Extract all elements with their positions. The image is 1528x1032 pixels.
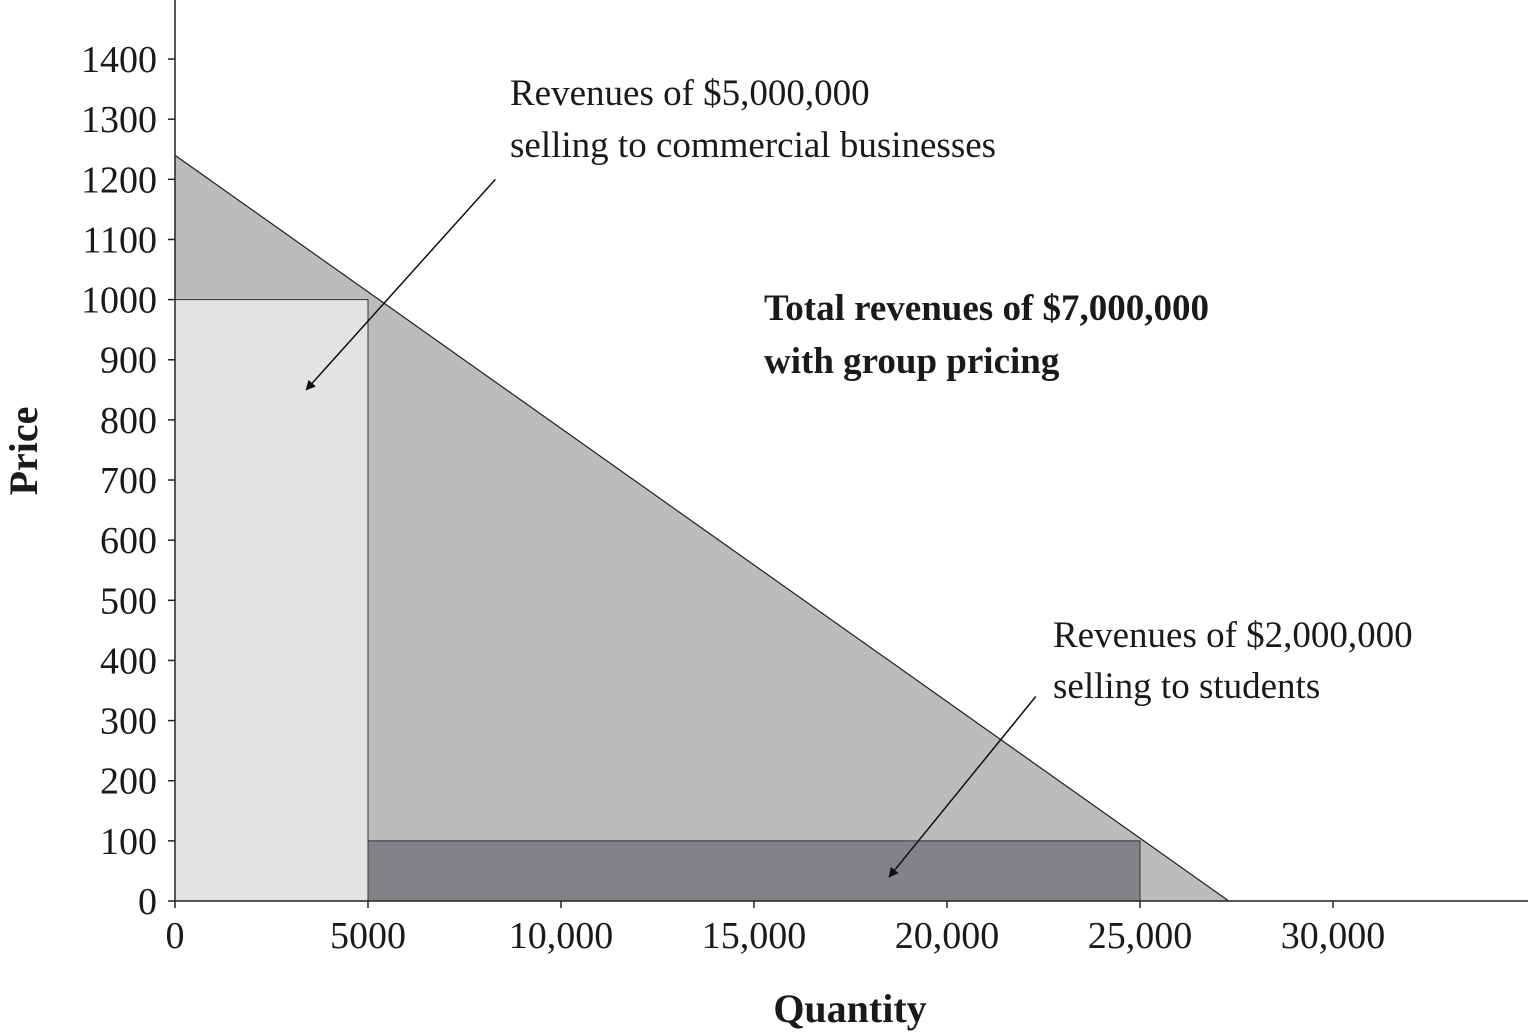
- x-tick-label: 30,000: [1281, 915, 1386, 957]
- students-annotation-line-1: Revenues of $2,000,000: [1053, 615, 1413, 656]
- y-tick-label: 100: [100, 821, 157, 863]
- x-tick-label: 10,000: [509, 915, 614, 957]
- y-tick-label: 1200: [81, 159, 157, 201]
- x-tick-label: 25,000: [1088, 915, 1193, 957]
- student-revenue-region: [367, 840, 1141, 902]
- total-annotation-line-2: with group pricing: [764, 341, 1060, 382]
- x-axis-title: Quantity: [773, 986, 926, 1031]
- commercial-revenue-region: [174, 299, 369, 902]
- y-tick-label: 800: [100, 400, 157, 442]
- y-tick-label: 1100: [82, 219, 157, 261]
- y-tick-label: 400: [100, 640, 157, 682]
- y-tick-label: 700: [100, 460, 157, 502]
- y-tick-label: 900: [100, 340, 157, 382]
- students-annotation-line-2: selling to students: [1053, 666, 1320, 707]
- y-tick-label: 1000: [81, 280, 157, 322]
- y-axis-title: Price: [1, 407, 46, 496]
- y-ticks: 0 100 200 300 400 500 600 700 800 900 1000 1100 1200…: [81, 39, 175, 923]
- y-tick-label: 300: [100, 701, 157, 743]
- y-tick-label: 0: [138, 881, 157, 923]
- y-tick-label: 1400: [81, 39, 157, 81]
- demand-line: [174, 154, 1230, 902]
- x-tick-label: 20,000: [895, 915, 1000, 957]
- y-tick-label: 600: [100, 520, 157, 562]
- total-annotation-line-1: Total revenues of $7,000,000: [764, 288, 1209, 329]
- x-tick-label: 15,000: [702, 915, 807, 957]
- commercial-arrow: [305, 178, 496, 391]
- y-tick-label: 1300: [81, 99, 157, 141]
- x-ticks: 0 5000 10,000 15,000 20,000 25,000 30,000: [166, 901, 1386, 957]
- x-tick-label: 0: [166, 915, 185, 957]
- x-tick-label: 5000: [330, 915, 406, 957]
- y-tick-label: 500: [100, 580, 157, 622]
- commercial-annotation-line-1: Revenues of $5,000,000: [510, 73, 870, 114]
- commercial-annotation-line-2: selling to commercial businesses: [510, 125, 996, 166]
- y-tick-label: 200: [100, 761, 157, 803]
- student-arrow: [888, 696, 1037, 878]
